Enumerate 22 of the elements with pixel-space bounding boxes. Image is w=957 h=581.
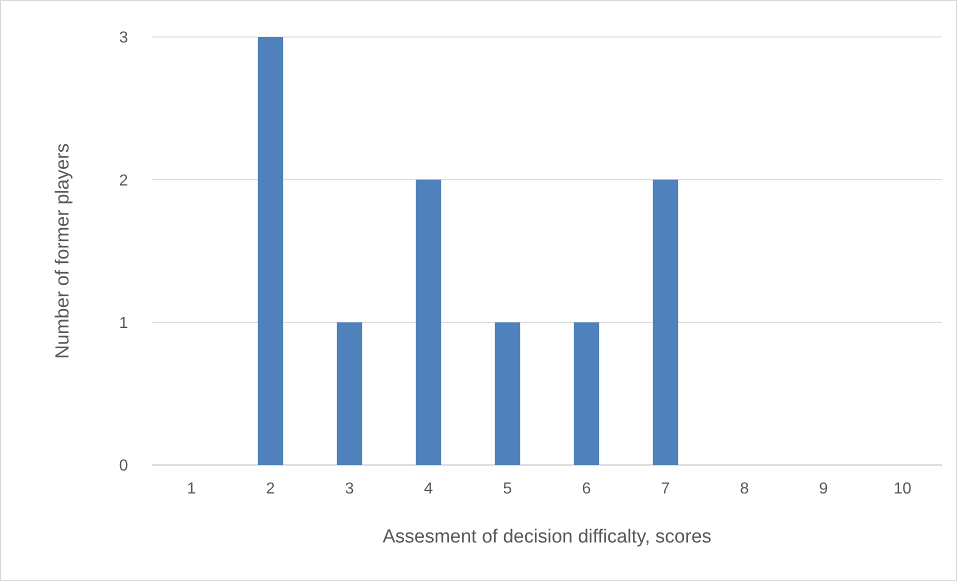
bar [574, 322, 600, 465]
bar [258, 37, 284, 465]
x-tick-label: 5 [503, 480, 512, 498]
y-tick-label: 0 [119, 458, 128, 475]
x-tick-label: 9 [819, 480, 828, 498]
x-axis-title: Assesment of decision difficalty, scores [382, 526, 712, 548]
x-tick-label: 2 [266, 480, 276, 498]
y-tick-label: 3 [119, 30, 128, 47]
x-tick-label: 1 [187, 480, 196, 498]
bar [416, 180, 442, 465]
x-tick-label: 3 [345, 480, 354, 498]
x-tick-label: 4 [424, 480, 434, 498]
y-tick-label: 1 [119, 314, 128, 332]
bar [494, 322, 520, 465]
y-tick-label: 2 [119, 172, 128, 190]
x-tick-label: 7 [661, 480, 670, 498]
bar [652, 180, 678, 465]
x-tick-label: 6 [582, 480, 592, 498]
bar [336, 322, 362, 465]
y-axis-title: Number of former players [52, 143, 74, 359]
x-tick-label: 10 [894, 480, 912, 498]
x-tick-label: 8 [740, 480, 750, 498]
